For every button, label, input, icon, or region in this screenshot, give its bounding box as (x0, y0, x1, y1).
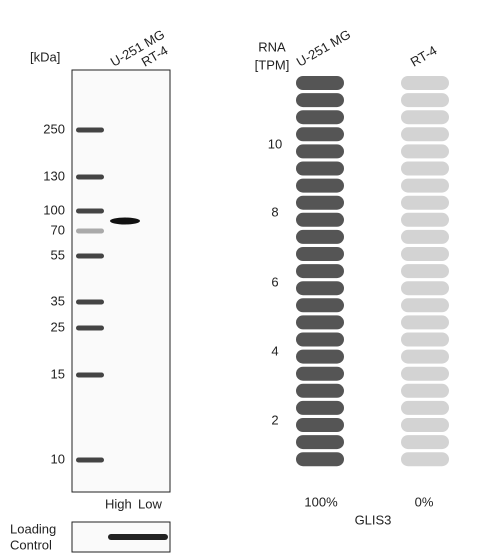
marker-bands (76, 127, 104, 463)
loading-label: Control (10, 537, 52, 552)
loading-band (108, 534, 168, 540)
sample-label: U-251 MG (294, 27, 353, 70)
marker-label: 55 (51, 247, 65, 262)
blot-frame (71, 69, 171, 493)
marker-label: 70 (51, 222, 65, 237)
marker-label: 35 (51, 293, 65, 308)
marker-band (76, 372, 104, 378)
pill (296, 93, 344, 108)
percentage: 0% (415, 494, 434, 509)
unit-label: [kDa] (30, 49, 60, 64)
tick-label: 8 (271, 204, 278, 219)
rna-axis-label: RNA (258, 39, 286, 54)
pill (296, 281, 344, 296)
level-label: High (105, 496, 132, 511)
pill (401, 418, 449, 432)
pill (401, 76, 449, 90)
sample-band (110, 217, 140, 225)
pill (296, 349, 344, 364)
pill (401, 144, 449, 159)
pill (401, 332, 449, 347)
pill (296, 195, 344, 210)
pill (296, 315, 344, 330)
pill (401, 315, 449, 330)
pill (296, 212, 344, 227)
pill (401, 127, 449, 142)
pill (401, 110, 449, 125)
pill (401, 400, 449, 415)
marker-label: 10 (51, 451, 65, 466)
marker-labels: 250 130 100 70 55 35 25 15 10 (43, 121, 65, 466)
pill (401, 195, 449, 210)
pill (296, 161, 344, 176)
pill (401, 452, 449, 467)
pill (401, 212, 449, 227)
marker-band (76, 174, 104, 180)
pill (401, 281, 449, 296)
pill (401, 298, 449, 313)
rna-ticks: 10 8 6 4 2 (268, 136, 282, 427)
pill (401, 247, 449, 261)
tick-label: 2 (271, 412, 278, 427)
marker-band (76, 299, 104, 305)
pill (296, 452, 344, 467)
marker-label: 25 (51, 319, 65, 334)
pill (296, 247, 344, 261)
pill (296, 383, 344, 398)
sample-label: RT-4 (408, 43, 440, 70)
rna-pills (296, 76, 449, 467)
marker-label: 130 (43, 168, 65, 183)
level-label: Low (138, 496, 162, 511)
pill (296, 229, 344, 244)
tick-label: 6 (271, 274, 278, 289)
pill (296, 178, 344, 193)
marker-band (76, 325, 104, 331)
rna-axis-label: [TPM] (255, 57, 290, 72)
pill (401, 349, 449, 364)
pill (401, 229, 449, 244)
marker-band (76, 228, 104, 234)
pill (401, 435, 449, 450)
marker-band (76, 253, 104, 259)
pill (296, 400, 344, 415)
pill (296, 76, 344, 90)
pill (401, 264, 449, 279)
pill (296, 298, 344, 313)
pill (296, 144, 344, 159)
pill (296, 127, 344, 142)
pill (296, 435, 344, 450)
pill (296, 366, 344, 381)
pill (401, 178, 449, 193)
tick-label: 4 (271, 343, 278, 358)
gene-name: GLIS3 (355, 512, 392, 527)
pill (296, 418, 344, 432)
pill (401, 93, 449, 108)
pill (401, 366, 449, 381)
marker-band (76, 208, 104, 214)
pill (296, 332, 344, 347)
loading-label: Loading (10, 521, 56, 536)
tick-label: 10 (268, 136, 282, 151)
pill (296, 110, 344, 125)
marker-label: 100 (43, 202, 65, 217)
pill (296, 264, 344, 279)
marker-label: 15 (51, 366, 65, 381)
marker-band (76, 457, 104, 463)
marker-label: 250 (43, 121, 65, 136)
pill (401, 383, 449, 398)
pill (401, 161, 449, 176)
percentage: 100% (304, 494, 338, 509)
marker-band (76, 127, 104, 133)
